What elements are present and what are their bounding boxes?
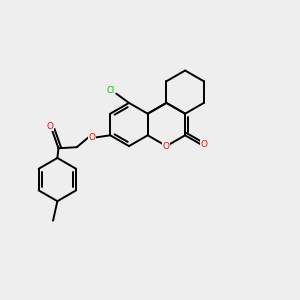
Text: O: O [47, 122, 54, 131]
Text: O: O [88, 133, 95, 142]
Text: Cl: Cl [106, 86, 114, 95]
Text: O: O [200, 140, 207, 149]
Text: O: O [163, 142, 170, 151]
